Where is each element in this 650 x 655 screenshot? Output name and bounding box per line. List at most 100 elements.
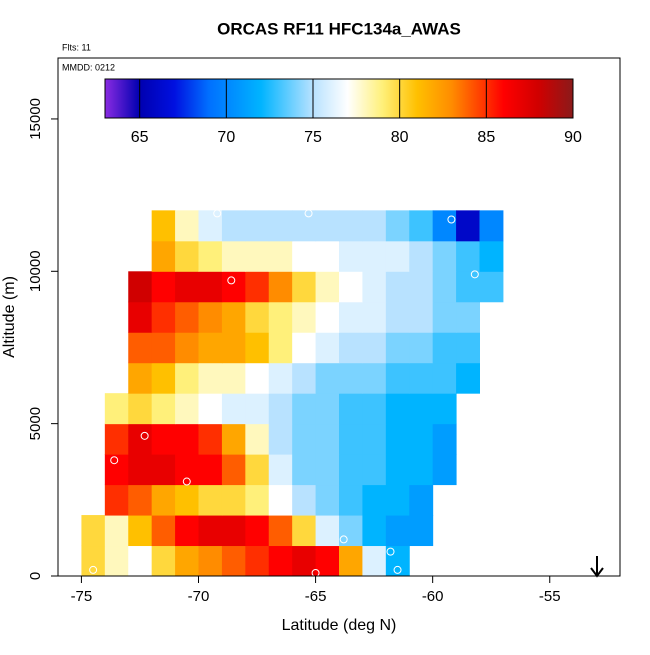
cell (362, 545, 387, 577)
cell (151, 301, 176, 333)
cell (104, 484, 129, 516)
sample-point (227, 276, 236, 285)
cell (198, 210, 223, 242)
cell (339, 454, 363, 486)
cell (104, 423, 129, 455)
note: Flts: 11 (62, 42, 91, 52)
cell (339, 545, 363, 577)
cell (385, 240, 410, 272)
cell (362, 332, 387, 364)
cell (432, 210, 457, 242)
cell (339, 362, 363, 394)
x-axis-label: Latitude (deg N) (282, 617, 397, 634)
cell (268, 484, 293, 516)
cell (175, 210, 199, 242)
sample-point (117, 322, 126, 331)
cell (385, 301, 410, 333)
sample-point (89, 565, 98, 574)
cell (268, 515, 293, 547)
cell (315, 545, 340, 577)
sample-point (135, 209, 144, 218)
cell (409, 393, 434, 425)
cell (104, 545, 129, 577)
cell (385, 454, 410, 486)
cell (198, 484, 223, 516)
cell (198, 515, 223, 547)
cell (292, 423, 317, 455)
cell (151, 240, 176, 272)
cell (128, 332, 153, 364)
cell (221, 210, 246, 242)
cell (151, 515, 176, 547)
colorbar-tick-label: 85 (477, 129, 495, 146)
cell (151, 332, 176, 364)
cell (198, 240, 223, 272)
cell (128, 515, 153, 547)
cell (292, 545, 317, 577)
cell (315, 271, 340, 303)
cell (409, 240, 434, 272)
cell (198, 423, 223, 455)
sample-point (110, 456, 119, 465)
cell (128, 545, 153, 577)
cell (315, 393, 340, 425)
cell (385, 210, 410, 242)
cell (81, 515, 106, 547)
cell (456, 240, 480, 272)
cell (432, 332, 457, 364)
cell (339, 515, 363, 547)
cell (479, 240, 504, 272)
cell (175, 240, 199, 272)
cell (432, 240, 457, 272)
cell (175, 271, 199, 303)
cell (81, 545, 106, 577)
sample-point (447, 215, 456, 224)
sample-point (484, 322, 493, 331)
cell (432, 301, 457, 333)
colorbar: 65 70 75 80 85 90 (104, 78, 582, 146)
sample-point (283, 492, 292, 501)
cell (339, 210, 363, 242)
cell (245, 545, 270, 577)
cell (198, 332, 223, 364)
cell (104, 393, 129, 425)
heatmap (81, 209, 504, 577)
cell (385, 545, 410, 577)
cell (128, 484, 153, 516)
cell (432, 271, 457, 303)
cell (362, 271, 387, 303)
cell (221, 484, 246, 516)
cell (151, 271, 176, 303)
y-tick-label: 15000 (27, 98, 44, 140)
cell (245, 484, 270, 516)
cell (198, 393, 223, 425)
cell (175, 393, 199, 425)
cell (315, 423, 340, 455)
y-tick-label: 10000 (27, 250, 44, 292)
sample-point (182, 477, 191, 486)
cell (432, 423, 457, 455)
cell (151, 484, 176, 516)
cell (385, 484, 410, 516)
cell (151, 362, 176, 394)
cell (315, 240, 340, 272)
cell (362, 240, 387, 272)
cell (128, 454, 153, 486)
cell (268, 210, 293, 242)
cell (339, 240, 363, 272)
cell (175, 454, 199, 486)
cell (292, 240, 317, 272)
cell (245, 515, 270, 547)
cell (198, 271, 223, 303)
cell (292, 332, 317, 364)
cell (385, 332, 410, 364)
cell (268, 301, 293, 333)
cell (409, 423, 434, 455)
sample-point (470, 270, 479, 279)
cell (456, 271, 480, 303)
cell (409, 515, 434, 547)
cell (175, 332, 199, 364)
cell (175, 423, 199, 455)
cell (198, 301, 223, 333)
cell (315, 301, 340, 333)
